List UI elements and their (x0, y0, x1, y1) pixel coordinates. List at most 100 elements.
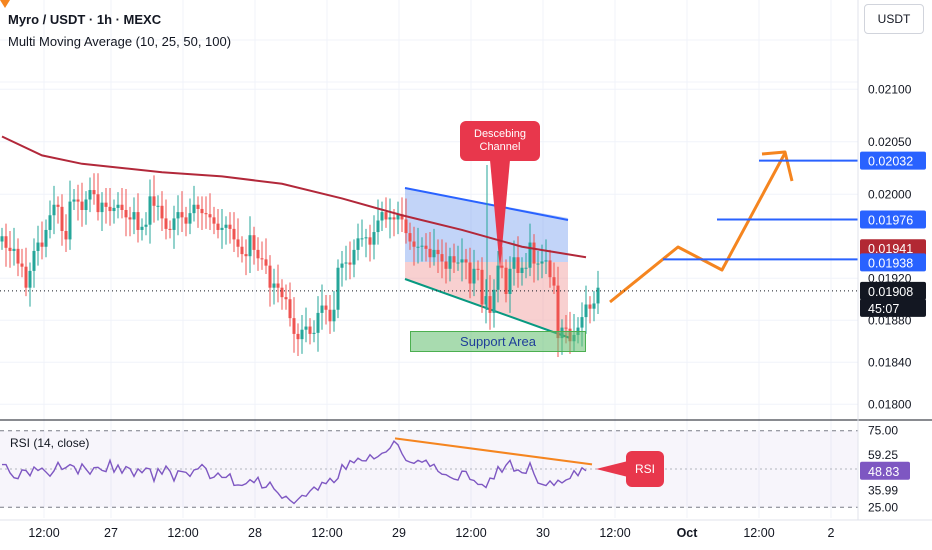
candle-body (524, 267, 528, 269)
candle-body (456, 262, 460, 264)
currency-button[interactable]: USDT (864, 4, 924, 34)
callout-pointer (490, 160, 510, 270)
candle-body (104, 202, 108, 207)
candle-body (108, 206, 112, 212)
candle-body (236, 239, 240, 247)
candle-body (228, 224, 232, 229)
candle-body (128, 217, 132, 220)
candle-body (12, 248, 16, 251)
candle-body (492, 289, 496, 313)
candle-body (168, 228, 172, 230)
ma-line (1, 135, 587, 259)
time-tick-label: Oct (677, 526, 699, 540)
time-tick-label: 12:00 (743, 526, 774, 540)
candle-body (436, 249, 440, 255)
candle-body (80, 201, 84, 210)
candle-body (300, 329, 304, 340)
descending-channel-callout: Descebing Channel (460, 121, 540, 161)
candle-body (404, 219, 408, 234)
candle-body (336, 267, 340, 310)
candle-body (152, 196, 156, 206)
candle-body (580, 317, 584, 328)
candle-body (552, 277, 556, 286)
candle-body (356, 238, 360, 250)
candle-body (504, 267, 508, 294)
candle-body (240, 246, 244, 255)
price-label-text: 0.01908 (868, 285, 913, 299)
candle-body (556, 285, 560, 339)
candle-body (540, 261, 544, 264)
rsi-indicator-label[interactable]: RSI (14, close) (10, 436, 90, 450)
candle-body (400, 214, 404, 220)
candle-body (144, 224, 148, 227)
candle-body (444, 261, 448, 269)
candle-body (180, 212, 184, 218)
candle-body (20, 263, 24, 267)
candle-body (432, 249, 436, 258)
candle-body (84, 199, 88, 210)
time-tick-label: 12:00 (599, 526, 630, 540)
price-label-bg (860, 210, 926, 229)
candle-body (44, 229, 48, 247)
candle-body (88, 190, 92, 200)
candle-body (440, 254, 444, 262)
candle-body (376, 220, 380, 233)
candle-body (340, 263, 344, 268)
rsi-tick-label: 59.25 (868, 448, 898, 462)
candle-body (428, 248, 432, 258)
candle-body (564, 327, 568, 329)
price-tick-label: 0.02050 (868, 135, 912, 149)
candle-body (312, 332, 316, 334)
price-label-bg (860, 281, 926, 300)
candle-body (172, 218, 176, 230)
candle-body (320, 305, 324, 313)
candlestick-series (0, 165, 600, 357)
price-label-bg (860, 298, 926, 317)
candle-body (328, 309, 332, 322)
candle-body (496, 265, 500, 290)
time-tick-label: 12:00 (167, 526, 198, 540)
candle-body (200, 208, 204, 214)
chart-title: Myro / USDT · 1h · MEXC (8, 12, 162, 27)
candle-body (588, 304, 592, 309)
candle-body (0, 236, 4, 242)
candle-body (64, 231, 68, 240)
candle-body (272, 283, 276, 288)
price-label-text: 0.01941 (868, 242, 913, 256)
candle-body (468, 262, 472, 284)
candle-body (256, 249, 260, 259)
time-tick-label: 30 (536, 526, 550, 540)
candle-body (472, 268, 476, 284)
candle-body (408, 233, 412, 242)
candle-body (216, 223, 220, 230)
candle-body (120, 204, 124, 210)
candle-body (32, 250, 36, 271)
indicator-label[interactable]: Multi Moving Average (10, 25, 50, 100) (8, 34, 232, 49)
candle-body (348, 262, 352, 265)
time-tick-label: 2 (828, 526, 835, 540)
price-label-text: 45:07 (868, 302, 899, 316)
price-label-bg (860, 253, 926, 272)
candle-body (596, 287, 600, 304)
candle-body (264, 259, 268, 266)
candle-body (512, 257, 516, 269)
candle-body (532, 242, 536, 264)
rsi-divergence-line (394, 437, 593, 466)
candle-body (156, 205, 160, 207)
price-tick-label: 0.01840 (868, 355, 912, 369)
candle-body (488, 296, 492, 313)
price-tick-label: 0.02100 (868, 82, 912, 96)
candle-body (208, 214, 212, 218)
time-tick-label: 29 (392, 526, 406, 540)
candle-body (4, 236, 8, 248)
candle-body (420, 245, 424, 247)
top-left-marker (0, 0, 10, 8)
rsi-tick-label: 75.00 (868, 424, 898, 438)
candle-body (508, 268, 512, 294)
time-tick-label: 12:00 (311, 526, 342, 540)
candle-body (76, 199, 80, 202)
rsi-value-badge (860, 461, 910, 480)
candle-body (276, 283, 280, 288)
